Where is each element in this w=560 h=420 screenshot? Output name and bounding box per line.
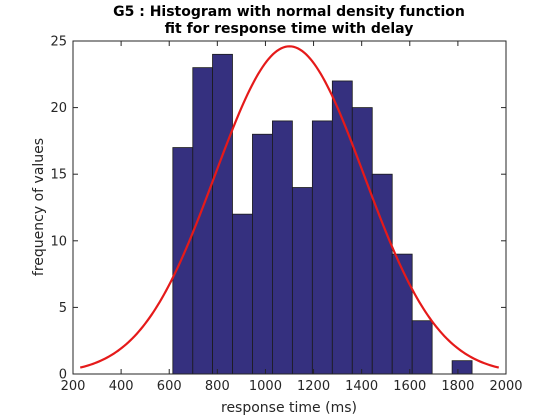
plot-frame: [72, 40, 507, 375]
histogram-bar: [391, 253, 413, 375]
x-tick-label: 1200: [297, 379, 330, 394]
histogram-bar: [192, 67, 213, 375]
histogram-bar: [351, 107, 373, 375]
x-tick-label: 2000: [489, 379, 522, 394]
x-tick-label: 1800: [441, 379, 474, 394]
x-axis-label: response time (ms): [221, 400, 357, 416]
histogram-bar: [331, 80, 353, 375]
histogram-bar: [232, 213, 253, 375]
x-tick-label: 400: [109, 379, 134, 394]
x-axis-ticks: 200 400 600 800 1000 1200 1400 1600 1800 2000: [61, 41, 523, 394]
y-axis-label: frequency of values: [31, 138, 47, 276]
x-tick-label: 800: [205, 379, 230, 394]
y-tick-label: 10: [50, 234, 67, 249]
y-tick-label: 0: [59, 368, 67, 383]
chart-title-line-1: G5 : Histogram with normal density funct…: [113, 4, 465, 20]
histogram-bar: [252, 133, 273, 375]
histogram-bar: [272, 120, 293, 375]
x-tick-label: 1400: [345, 379, 378, 394]
x-tick-label: 1000: [249, 379, 282, 394]
y-tick-label: 5: [59, 301, 67, 316]
y-axis-ticks: 0 5 10 15 20 25: [50, 35, 506, 383]
x-tick-label: 200: [61, 379, 86, 394]
x-tick-label: 600: [157, 379, 182, 394]
y-tick-label: 15: [50, 168, 67, 183]
normal-fit-curve: [79, 45, 500, 369]
histogram-bar: [291, 187, 313, 375]
histogram-bar: [172, 147, 194, 375]
histogram-bar: [311, 120, 333, 375]
histogram-bar: [451, 360, 473, 375]
histogram-bar: [212, 53, 233, 375]
histogram-bar: [411, 320, 433, 375]
x-tick-label: 1600: [393, 379, 426, 394]
chart-title-line-2: fit for response time with delay: [165, 21, 414, 37]
y-tick-label: 20: [50, 101, 67, 116]
y-tick-label: 25: [50, 35, 67, 50]
plot-area: 200 400 600 800 1000 1200 1400 1600 1800 2000 0 5 1…: [50, 35, 522, 395]
histogram-bars: [172, 53, 473, 375]
